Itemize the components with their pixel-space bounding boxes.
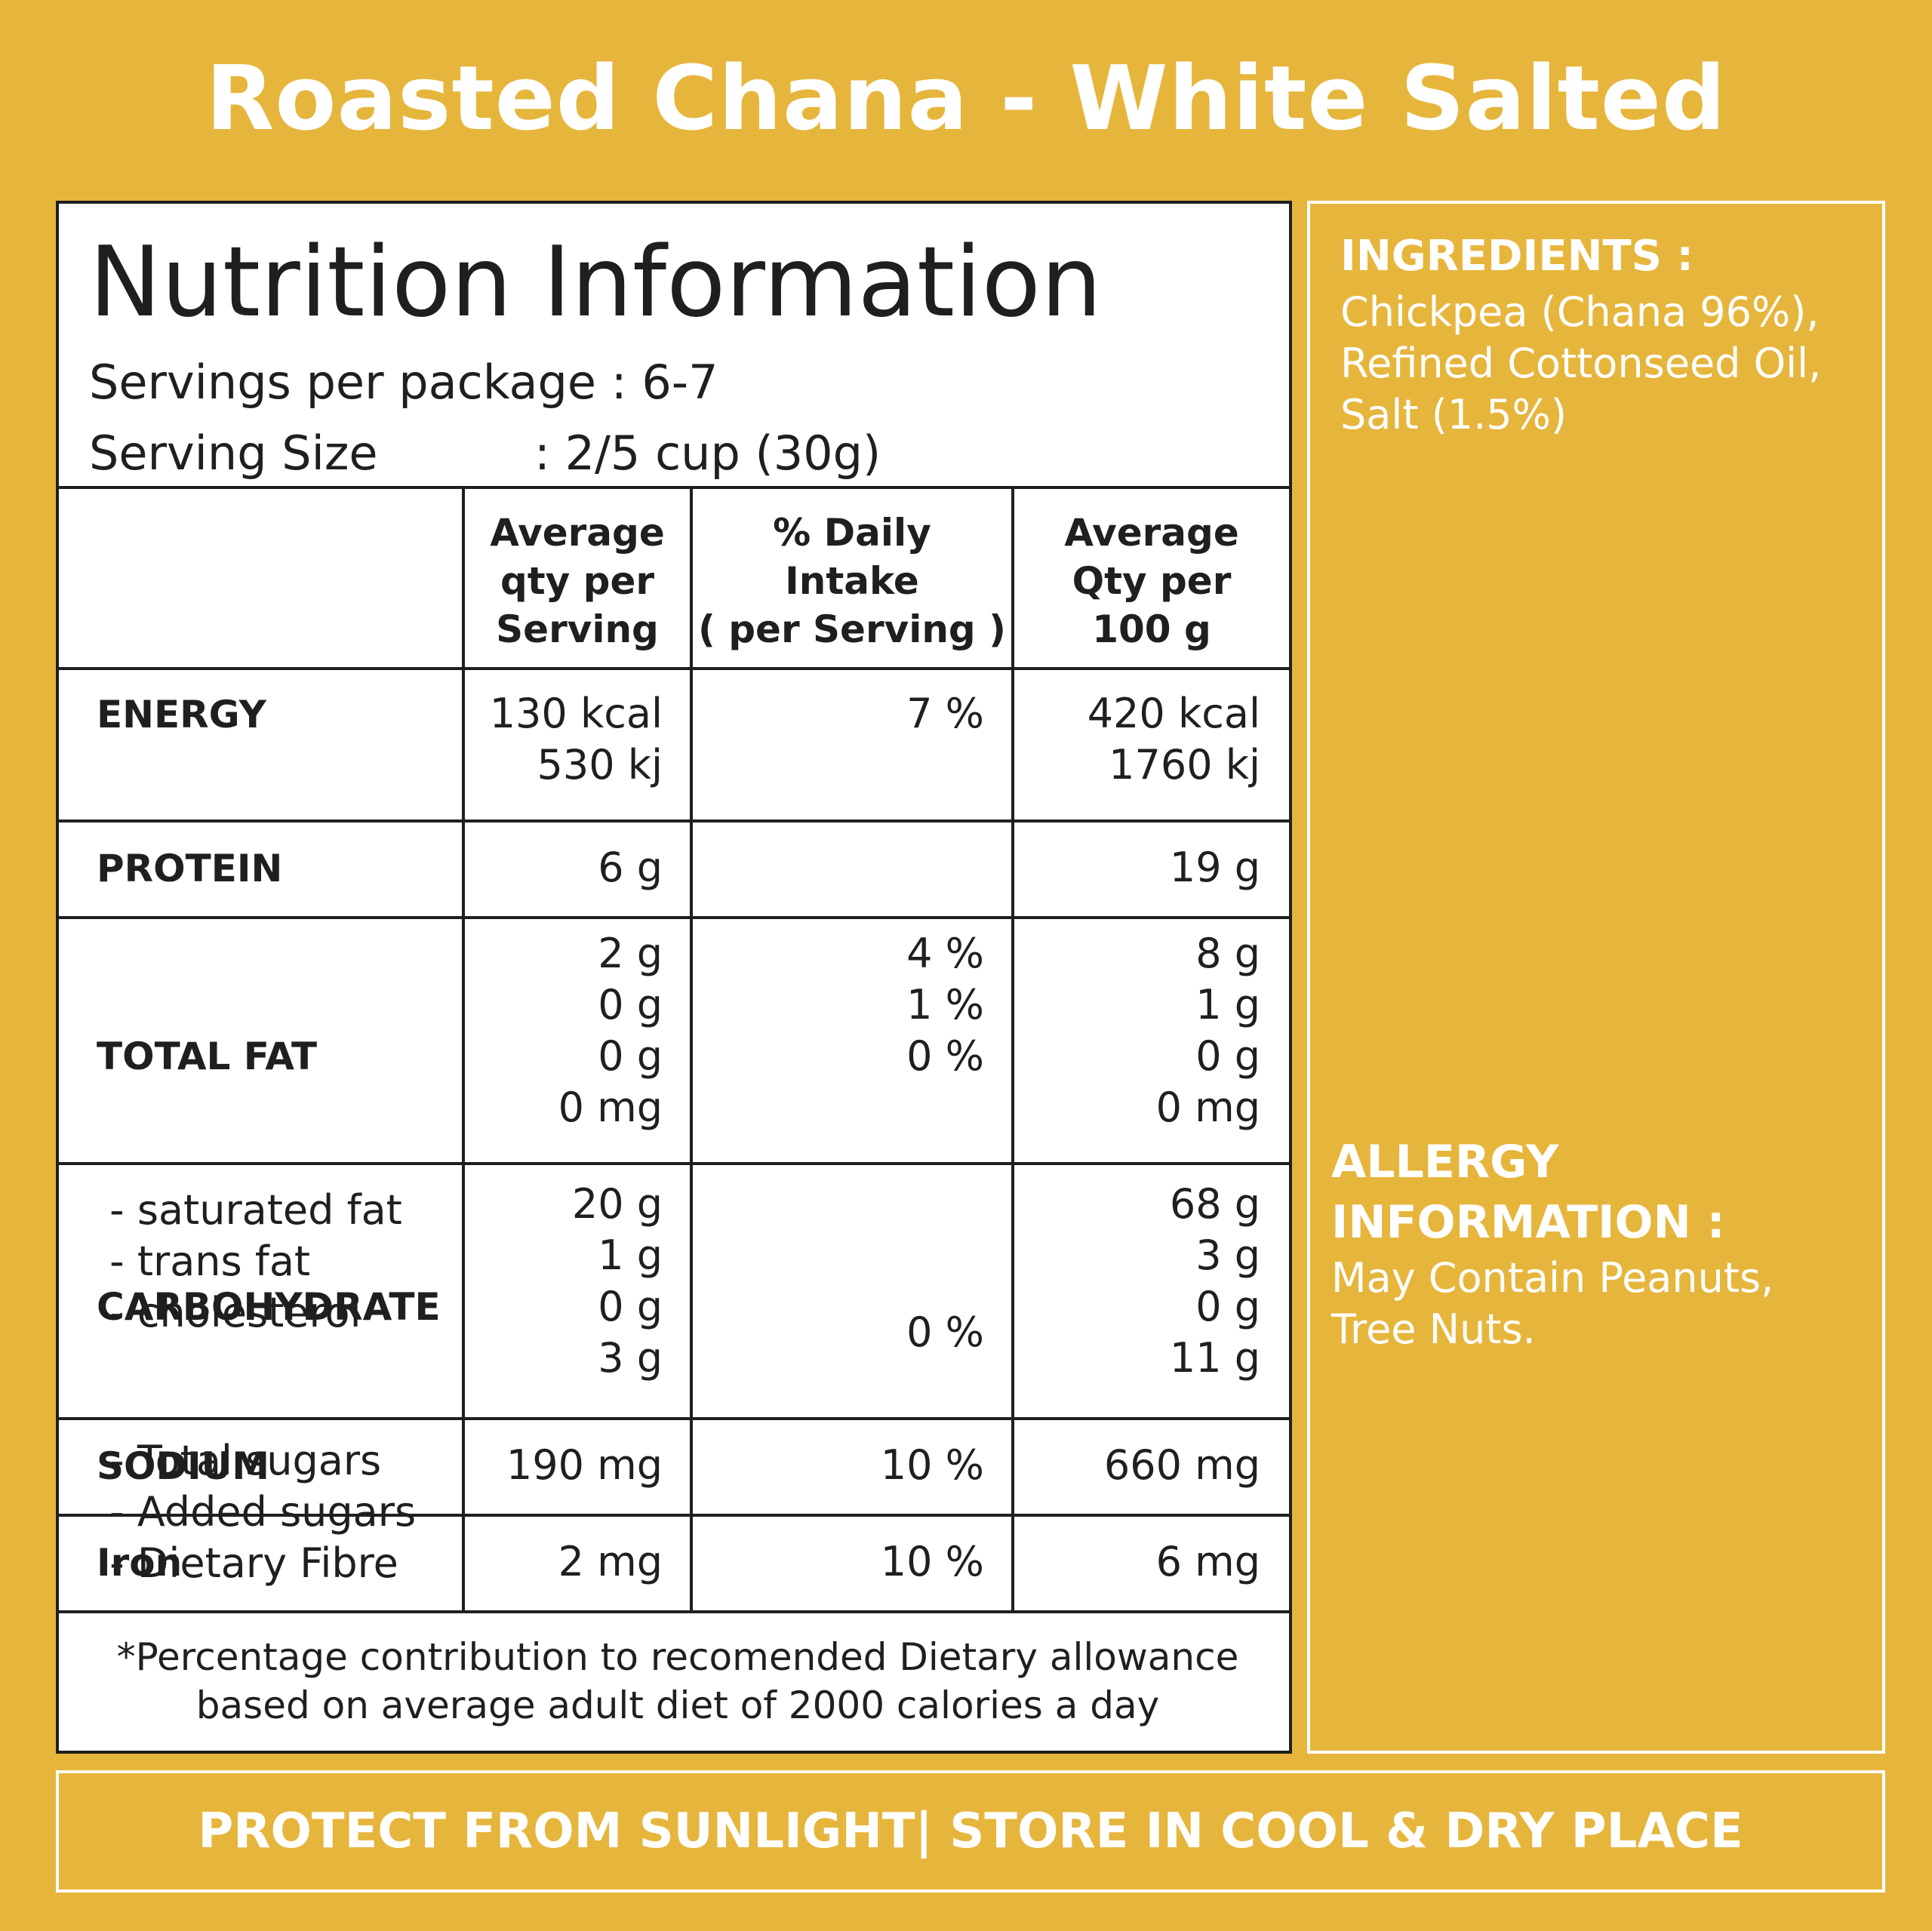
table-line: [59, 1162, 1289, 1165]
row-carbohydrate-name: CARBOHYDRATE - Total sugars - Added suga…: [97, 1179, 459, 1692]
row-sodium-per-100g: 660 mg: [1103, 1441, 1260, 1489]
nutrition-panel: Nutrition Information Servings per packa…: [56, 201, 1292, 1754]
column-header-daily-intake: % Daily Intake ( per Serving ): [693, 490, 1011, 672]
row-protein-name: PROTEIN: [97, 842, 459, 894]
nutrition-header: Nutrition Information Servings per packa…: [89, 219, 1251, 489]
ingredients-text: Chickpea (Chana 96%), Refined Cottonseed…: [1340, 288, 1822, 438]
allergy-section: ALLERGY INFORMATION : May Contain Peanut…: [1331, 1132, 1875, 1355]
row-fat-name: TOTAL FAT - saturated fat - trans fat - …: [97, 928, 459, 1441]
nutrient-name: ENERGY: [97, 693, 266, 736]
nutrient-name: Iron: [97, 1541, 183, 1585]
product-title: Roasted Chana - White Salted: [205, 46, 1727, 150]
nutrient-name: SODIUM: [97, 1444, 269, 1488]
table-line: [59, 1514, 1289, 1517]
row-iron-name: Iron: [97, 1536, 459, 1588]
table-line: [59, 667, 1289, 670]
row-carbohydrate-daily: 0 %: [906, 1308, 984, 1356]
table-bottom-line: [59, 1610, 1289, 1613]
nutrient-sub-items: - saturated fat - trans fat - cholestero…: [109, 1186, 402, 1336]
nutrient-sub-items: - Total sugars - Added sugars - Dietary …: [109, 1437, 417, 1587]
serving-size-value: : 2/5 cup (30g): [534, 426, 881, 481]
row-carbohydrate-per-100g: 68 g 3 g 0 g 11 g: [1169, 1180, 1260, 1382]
column-header-per-serving: Average qty per Serving: [465, 490, 690, 672]
column-divider: [462, 486, 465, 1613]
column-header-text: % Daily Intake ( per Serving ): [698, 511, 1006, 651]
nutrient-name: PROTEIN: [97, 847, 283, 890]
row-energy-per-serving: 130 kcal 530 kj: [489, 690, 663, 789]
servings-value: : 6-7: [611, 355, 718, 410]
row-iron-daily: 10 %: [880, 1538, 984, 1585]
storage-banner: PROTECT FROM SUNLIGHT| STORE IN COOL & D…: [56, 1770, 1885, 1893]
serving-size-label: Serving Size: [89, 426, 378, 481]
nutrient-name: TOTAL FAT: [97, 1035, 318, 1078]
column-divider: [690, 486, 693, 1613]
nutrition-heading: Nutrition Information: [89, 226, 1103, 339]
row-fat-per-serving: 2 g 0 g 0 g 0 mg: [558, 930, 663, 1131]
row-sodium-name: SODIUM: [97, 1440, 459, 1492]
table-line: [59, 916, 1289, 919]
row-energy-daily: 7 %: [906, 690, 984, 737]
row-sodium-daily: 10 %: [880, 1441, 984, 1489]
column-header-text: Average qty per Serving: [490, 511, 665, 651]
row-energy-per-100g: 420 kcal 1760 kj: [1087, 690, 1260, 789]
column-divider: [1011, 486, 1014, 1613]
allergy-text: May Contain Peanuts, Tree Nuts.: [1331, 1254, 1774, 1353]
table-line: [59, 1417, 1289, 1420]
side-info-panel: INGREDIENTS : Chickpea (Chana 96%), Refi…: [1307, 201, 1885, 1754]
table-line: [59, 819, 1289, 823]
ingredients-heading: INGREDIENTS :: [1340, 232, 1694, 281]
row-sodium-per-serving: 190 mg: [506, 1441, 663, 1489]
row-protein-per-100g: 19 g: [1169, 844, 1260, 891]
row-energy-name: ENERGY: [97, 688, 459, 740]
allergy-heading: ALLERGY INFORMATION :: [1331, 1136, 1725, 1249]
row-fat-per-100g: 8 g 1 g 0 g 0 mg: [1155, 930, 1260, 1131]
table-top-line: [59, 486, 1289, 489]
servings-label: Servings per package: [89, 355, 597, 410]
servings-per-package: Servings per package : 6-7: [89, 347, 1251, 418]
row-fat-daily: 4 % 1 % 0 %: [906, 930, 984, 1080]
nutrient-name: CARBOHYDRATE: [97, 1285, 441, 1329]
footnote: *Percentage contribution to recomended D…: [116, 1635, 1239, 1727]
row-carbohydrate-per-serving: 20 g 1 g 0 g 3 g: [571, 1180, 663, 1382]
row-iron-per-100g: 6 mg: [1155, 1538, 1260, 1585]
column-header-text: Average Qty per 100 g: [1064, 511, 1239, 651]
row-iron-per-serving: 2 mg: [558, 1538, 663, 1585]
ingredients-section: INGREDIENTS : Chickpea (Chana 96%), Refi…: [1340, 226, 1869, 441]
row-protein-per-serving: 6 g: [598, 844, 663, 891]
column-header-per-100g: Average Qty per 100 g: [1014, 490, 1289, 672]
storage-text: PROTECT FROM SUNLIGHT| STORE IN COOL & D…: [198, 1803, 1743, 1859]
serving-size: Serving Size : 2/5 cup (30g): [89, 418, 1251, 489]
